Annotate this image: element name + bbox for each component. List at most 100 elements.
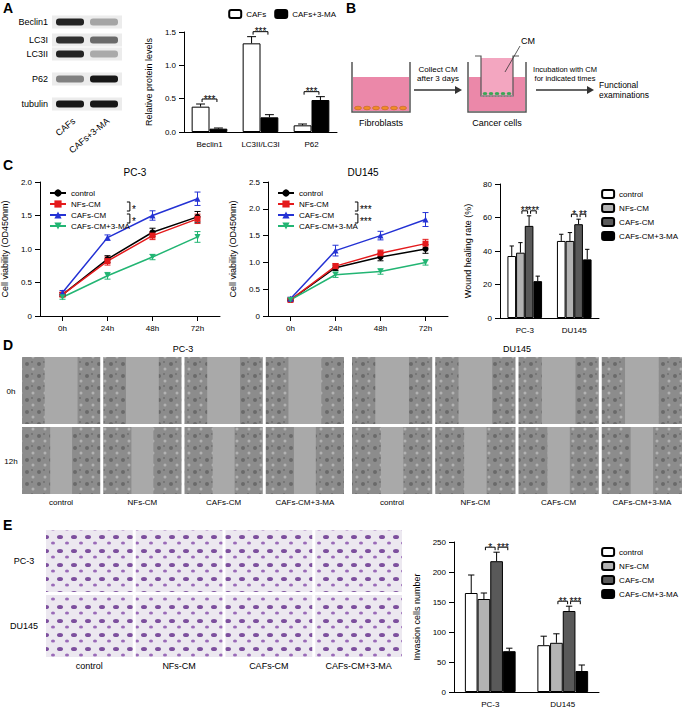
svg-text:DU145: DU145: [550, 700, 575, 709]
svg-text:20: 20: [483, 280, 492, 289]
svg-text:P62: P62: [304, 140, 319, 149]
svg-text:0h: 0h: [58, 324, 67, 333]
svg-text:0.0: 0.0: [165, 128, 177, 137]
svg-text:2.0: 2.0: [249, 204, 261, 213]
svg-text:0: 0: [442, 688, 447, 697]
svg-text:CAFs-CM+3-MA: CAFs-CM+3-MA: [299, 222, 359, 231]
svg-text:B: B: [346, 0, 356, 16]
svg-text:tubulin: tubulin: [21, 99, 48, 109]
svg-text:control: control: [380, 498, 404, 507]
svg-text:12h: 12h: [4, 457, 17, 466]
svg-text:0: 0: [256, 312, 261, 321]
svg-text:control: control: [619, 190, 643, 199]
svg-text:LC3II/LC3I: LC3II/LC3I: [241, 140, 279, 149]
svg-text:CAFs-CM+3-MA: CAFs-CM+3-MA: [619, 590, 679, 599]
svg-text:**: **: [559, 596, 567, 607]
svg-text:0.5: 0.5: [249, 285, 261, 294]
svg-text:48h: 48h: [374, 324, 387, 333]
svg-text:***: ***: [528, 205, 540, 216]
svg-text:control: control: [619, 548, 643, 557]
svg-text:CAFs-CM: CAFs-CM: [71, 211, 106, 220]
svg-text:250: 250: [433, 538, 447, 547]
svg-text:LC3II: LC3II: [26, 49, 48, 59]
svg-text:control: control: [299, 189, 323, 198]
svg-text:200: 200: [433, 568, 447, 577]
svg-text:CAFs-CM: CAFs-CM: [619, 576, 654, 585]
svg-text:CAFs: CAFs: [54, 116, 78, 138]
svg-text:0.5: 0.5: [21, 278, 33, 287]
svg-text:***: ***: [360, 204, 372, 215]
svg-text:Fibroblasts: Fibroblasts: [359, 118, 404, 128]
svg-text:PC-3: PC-3: [124, 167, 147, 178]
svg-text:*: *: [132, 204, 136, 215]
svg-text:CAFs+3-MA: CAFs+3-MA: [67, 116, 111, 155]
svg-text:CAFs: CAFs: [246, 10, 266, 19]
svg-text:*: *: [488, 542, 492, 553]
svg-text:24h: 24h: [329, 324, 342, 333]
svg-text:2.0: 2.0: [21, 178, 33, 187]
svg-text:80: 80: [483, 180, 492, 189]
svg-text:CM: CM: [521, 36, 535, 46]
svg-text:*: *: [572, 209, 576, 220]
svg-text:D: D: [3, 337, 13, 353]
svg-text:control: control: [71, 189, 95, 198]
svg-text:150: 150: [433, 598, 447, 607]
svg-text:NFs-CM: NFs-CM: [460, 498, 490, 507]
svg-text:control: control: [76, 661, 103, 671]
svg-text:0: 0: [28, 312, 33, 321]
svg-text:CAFs-CM+3-MA: CAFs-CM+3-MA: [612, 498, 672, 507]
svg-text:1.0: 1.0: [249, 258, 261, 267]
svg-text:1.0: 1.0: [165, 61, 177, 70]
svg-text:DU145: DU145: [347, 167, 379, 178]
svg-text:CAFs-CM: CAFs-CM: [206, 498, 241, 507]
svg-text:CAFs-CM: CAFs-CM: [619, 218, 654, 227]
svg-text:0.5: 0.5: [165, 94, 177, 103]
svg-text:***: ***: [360, 216, 372, 227]
svg-text:CAFs-CM: CAFs-CM: [541, 498, 576, 507]
svg-text:NFs-CM: NFs-CM: [619, 204, 649, 213]
svg-text:PC-3: PC-3: [516, 326, 535, 335]
svg-text:Wound healing rate (%): Wound healing rate (%): [463, 204, 473, 298]
svg-text:**: **: [579, 209, 587, 220]
svg-text:Incubation with CM: Incubation with CM: [533, 65, 597, 74]
svg-text:Cell viability (OD450nm): Cell viability (OD450nm): [0, 200, 10, 297]
svg-text:NFs-CM: NFs-CM: [619, 562, 649, 571]
svg-text:60: 60: [483, 213, 492, 222]
svg-text:PC-3: PC-3: [173, 344, 194, 354]
svg-text:PC-3: PC-3: [481, 700, 500, 709]
svg-text:CAFs+3-MA: CAFs+3-MA: [292, 10, 336, 19]
svg-text:for indicated times: for indicated times: [535, 74, 596, 83]
svg-text:E: E: [3, 517, 12, 533]
svg-text:24h: 24h: [101, 324, 114, 333]
svg-text:C: C: [3, 157, 13, 173]
svg-text:control: control: [49, 498, 73, 507]
svg-text:DU145: DU145: [562, 326, 587, 335]
svg-text:72h: 72h: [191, 324, 204, 333]
svg-text:NFs-CM: NFs-CM: [299, 200, 329, 209]
svg-text:Functional: Functional: [599, 80, 638, 90]
svg-text:Collect CM: Collect CM: [418, 65, 457, 74]
svg-text:CAFs-CM: CAFs-CM: [299, 211, 334, 220]
svg-text:Relative protein levels: Relative protein levels: [144, 37, 154, 126]
svg-text:50: 50: [437, 658, 446, 667]
svg-text:Invasion cells number: Invasion cells number: [412, 573, 422, 660]
svg-text:PC-3: PC-3: [14, 556, 35, 566]
svg-text:2.5: 2.5: [249, 178, 261, 187]
svg-text:Cancer cells: Cancer cells: [472, 118, 522, 128]
svg-text:***: ***: [306, 86, 318, 97]
svg-text:Beclin1: Beclin1: [196, 140, 223, 149]
svg-text:NFs-CM: NFs-CM: [162, 661, 196, 671]
svg-text:1.0: 1.0: [21, 245, 33, 254]
svg-text:100: 100: [433, 628, 447, 637]
svg-text:0: 0: [488, 314, 493, 323]
svg-text:1.5: 1.5: [21, 211, 33, 220]
svg-text:Cell viability (OD450nm): Cell viability (OD450nm): [228, 200, 238, 297]
svg-text:***: ***: [204, 94, 216, 105]
svg-text:LC3I: LC3I: [29, 35, 48, 45]
svg-text:CAFs-CM+3-MA: CAFs-CM+3-MA: [619, 232, 679, 241]
svg-text:1.5: 1.5: [165, 28, 177, 37]
svg-text:0h: 0h: [286, 324, 295, 333]
svg-text:NFs-CM: NFs-CM: [71, 200, 101, 209]
svg-text:***: ***: [570, 596, 582, 607]
svg-text:***: ***: [255, 26, 267, 37]
